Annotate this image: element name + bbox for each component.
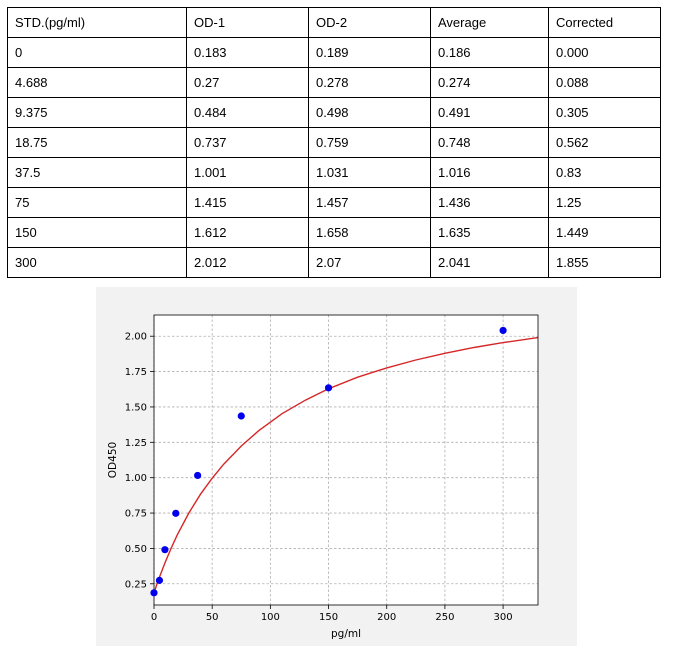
table-cell: 1.457 <box>308 187 431 218</box>
data-point <box>161 546 169 554</box>
data-point <box>150 589 158 597</box>
table-row: 75 1.415 1.457 1.436 1.25 <box>7 187 661 218</box>
x-tick-label: 200 <box>377 612 396 623</box>
table-row: 37.5 1.001 1.031 1.016 0.83 <box>7 157 661 188</box>
table-row: 9.375 0.484 0.498 0.491 0.305 <box>7 97 661 128</box>
table-cell: 1.436 <box>430 187 549 218</box>
y-tick-label: 1.00 <box>125 473 147 484</box>
table-cell: 0 <box>7 37 187 68</box>
table-cell: 1.031 <box>308 157 431 188</box>
standards-table: STD.(pg/ml) OD-1 OD-2 Average Corrected 0 0.18… <box>7 7 661 278</box>
x-tick-label: 300 <box>494 612 513 623</box>
table-row: 18.75 0.737 0.759 0.748 0.562 <box>7 127 661 158</box>
table-cell: 1.855 <box>548 247 661 278</box>
data-point <box>172 509 180 517</box>
standard-curve-chart: 0 50 100 150 200 250 300 0.25 0.50 0.75 1.00 1.25 1.… <box>96 287 577 646</box>
table-cell: 2.012 <box>186 247 309 278</box>
fit-curve-line <box>153 336 539 594</box>
table-cell: 0.759 <box>308 127 431 158</box>
table-header-cell: STD.(pg/ml) <box>7 7 187 38</box>
table-cell: 75 <box>7 187 187 218</box>
table-header-cell: Average <box>430 7 549 38</box>
table-cell: 18.75 <box>7 127 187 158</box>
x-tick-label: 0 <box>151 612 157 623</box>
table-header-cell: Corrected <box>548 7 661 38</box>
table-cell: 4.688 <box>7 67 187 98</box>
x-axis-label: pg/ml <box>331 628 361 640</box>
table-cell: 300 <box>7 247 187 278</box>
table-cell: 0.498 <box>308 97 431 128</box>
table-cell: 0.748 <box>430 127 549 158</box>
table-cell: 1.449 <box>548 217 661 248</box>
table-cell: 0.088 <box>548 67 661 98</box>
y-tick-label: 1.50 <box>125 402 147 413</box>
table-header-cell: OD-1 <box>186 7 309 38</box>
plot-frame <box>153 314 539 606</box>
table-cell: 1.016 <box>430 157 549 188</box>
data-point <box>155 576 164 584</box>
x-tick-label: 150 <box>319 612 338 623</box>
table-row: 0 0.183 0.189 0.186 0.000 <box>7 37 661 68</box>
table-cell: 1.612 <box>186 217 309 248</box>
y-tick-label: 0.25 <box>125 579 147 590</box>
table-row: 4.688 0.27 0.278 0.274 0.088 <box>7 67 661 98</box>
y-tick-label: 0.75 <box>125 509 147 520</box>
table-cell: 1.415 <box>186 187 309 218</box>
table-cell: 0.484 <box>186 97 309 128</box>
table-cell: 0.737 <box>186 127 309 158</box>
plot-area <box>154 315 538 605</box>
y-tick-label: 2.00 <box>125 332 147 343</box>
table-cell: 0.562 <box>548 127 661 158</box>
table-cell: 1.658 <box>308 217 431 248</box>
y-axis-label: OD450 <box>107 442 119 478</box>
table-cell: 0.27 <box>186 67 309 98</box>
table-header-cell: OD-2 <box>308 7 431 38</box>
y-tick-label: 1.75 <box>125 367 147 378</box>
table-row: 150 1.612 1.658 1.635 1.449 <box>7 217 661 248</box>
table-cell: 2.07 <box>308 247 431 278</box>
x-tick-label: 250 <box>435 612 454 623</box>
y-tick-label: 1.25 <box>125 438 147 449</box>
table-cell: 150 <box>7 217 187 248</box>
chart-svg: 0 50 100 150 200 250 300 0.25 0.50 0.75 1.00 1.25 1.… <box>107 314 539 640</box>
table-cell: 1.635 <box>430 217 549 248</box>
table-cell: 1.001 <box>186 157 309 188</box>
table-cell: 0.491 <box>430 97 549 128</box>
table-cell: 0.000 <box>548 37 661 68</box>
table-cell: 9.375 <box>7 97 187 128</box>
table-cell: 2.041 <box>430 247 549 278</box>
table-cell: 0.186 <box>430 37 549 68</box>
x-tick-label: 50 <box>206 612 219 623</box>
table-cell: 0.278 <box>308 67 431 98</box>
table-cell: 0.189 <box>308 37 431 68</box>
data-point <box>194 471 202 480</box>
table-row: 300 2.012 2.07 2.041 1.855 <box>7 247 661 278</box>
table-cell: 0.183 <box>186 37 309 68</box>
y-tick-label: 0.50 <box>125 544 147 555</box>
table-cell: 0.305 <box>548 97 661 128</box>
table-cell: 0.83 <box>548 157 661 188</box>
data-point <box>499 326 507 335</box>
data-point <box>237 412 245 420</box>
data-point <box>324 384 333 392</box>
table-cell: 1.25 <box>548 187 661 218</box>
x-tick-label: 100 <box>261 612 280 623</box>
table-header-row: STD.(pg/ml) OD-1 OD-2 Average Corrected <box>7 7 661 38</box>
table-cell: 0.274 <box>430 67 549 98</box>
table-cell: 37.5 <box>7 157 187 188</box>
